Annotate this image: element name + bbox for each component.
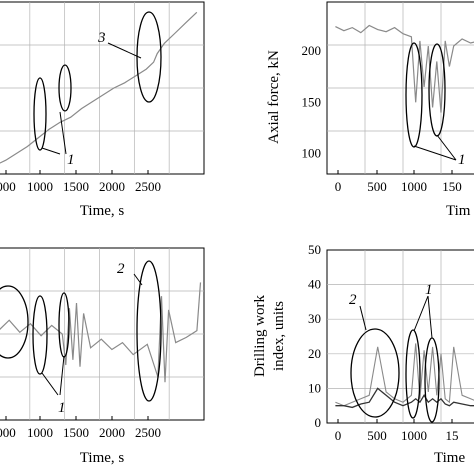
- panel-4-y-axis-label-line-2: index, units: [271, 301, 287, 371]
- x-tick-label: 1000: [27, 179, 53, 194]
- y-tick-label: 200: [302, 43, 322, 58]
- panel-4-series-line-lower: [335, 387, 474, 409]
- panel-1-grid: [0, 2, 204, 174]
- panel-4-ellipse-2: [350, 328, 400, 418]
- panel-3-leader-2: [133, 273, 143, 286]
- panel-3-x-tick-labels: 000 1000 1500 2000 2500: [0, 416, 161, 440]
- panel-3-ellipse-1a: [32, 295, 48, 375]
- panel-3-series-line: [0, 282, 202, 383]
- x-tick-label: 0: [335, 179, 342, 194]
- x-tick-label: 15: [446, 428, 459, 443]
- panel-2-series-line: [335, 24, 474, 113]
- panel-4-leader-2: [359, 305, 367, 331]
- panel-2-annotation-1: 1: [458, 152, 466, 168]
- panel-4-y-tick-labels: 0 10 20 30 40 50: [308, 242, 321, 430]
- panel-1-ellipse-1b: [58, 64, 72, 112]
- panel-4-x-axis-label: Time: [434, 450, 465, 466]
- panel-4-grid: [327, 250, 474, 423]
- panel-3-grid: [0, 248, 204, 420]
- panel-2-leader-1: [413, 134, 457, 161]
- panel-2-x-tick-labels: 0 500 1000 150: [335, 170, 462, 194]
- panel-3-annotation-1: 1: [58, 400, 66, 416]
- y-tick-label: 20: [308, 346, 321, 361]
- panel-4-ellipse-1a: [405, 329, 421, 419]
- panel-3-leader-1: [41, 355, 65, 396]
- x-tick-label: 2000: [99, 179, 125, 194]
- panel-4-frame: [326, 249, 474, 424]
- panel-3-ellipse-left: [0, 285, 29, 359]
- panel-1-annotation-1: 1: [67, 152, 75, 168]
- panel-1-leader-3: [107, 42, 142, 59]
- panel-3-annotation-2: 2: [117, 261, 125, 277]
- panel-3-ellipse-2: [136, 260, 162, 402]
- y-tick-label: 100: [302, 146, 322, 161]
- panel-1-annotation-3: 3: [97, 30, 106, 46]
- x-tick-label: 2500: [135, 425, 161, 440]
- y-tick-label: 50: [308, 242, 321, 257]
- x-tick-label: 500: [367, 179, 387, 194]
- x-tick-label: 2500: [135, 179, 161, 194]
- panel-2-grid: [327, 2, 474, 174]
- panel-4-series-line-upper: [335, 343, 474, 407]
- y-tick-label: 10: [308, 380, 321, 395]
- panel-4-annotation-2: 2: [349, 292, 357, 308]
- panel-1-ellipse-3: [136, 11, 162, 103]
- panel-2-y-tick-labels: 100 150 200: [302, 43, 322, 160]
- x-tick-label: 1500: [63, 425, 89, 440]
- x-tick-label: 1000: [27, 425, 53, 440]
- x-tick-label: 000: [0, 425, 16, 440]
- panel-2-x-axis-label: Tim: [446, 203, 471, 219]
- x-tick-label: 500: [367, 428, 387, 443]
- y-tick-label: 150: [302, 94, 322, 109]
- y-tick-label: 40: [308, 277, 321, 292]
- panel-1-x-axis-label: Time, s: [80, 203, 125, 219]
- panel-2-ellipse-1b: [428, 43, 446, 137]
- x-tick-label: 1000: [401, 428, 427, 443]
- panel-2-ellipse-1a: [405, 42, 423, 148]
- panel-1-ellipse-1a: [33, 77, 47, 151]
- panel-1: 000 1000 1500 2000 2500 Time, s 3 1: [0, 1, 205, 219]
- panel-4-y-axis-label-line-1: Drilling work: [252, 294, 268, 377]
- panel-1-x-tick-labels: 000 1000 1500 2000 2500: [0, 170, 161, 194]
- panel-4-leader-1: [413, 295, 433, 339]
- x-tick-label: 2000: [99, 425, 125, 440]
- x-tick-label: 0: [335, 428, 342, 443]
- panel-1-series-line: [0, 11, 198, 164]
- panel-1-leader-1: [41, 111, 67, 155]
- panel-2-y-axis-label: Axial force, kN: [266, 50, 282, 144]
- y-tick-label: 30: [308, 311, 321, 326]
- x-tick-label: 150: [442, 179, 462, 194]
- panel-2: 100 150 200 0 500 1000 150 Tim Axial force, k…: [266, 1, 474, 219]
- x-tick-label: 000: [0, 179, 16, 194]
- y-tick-label: 0: [315, 415, 322, 430]
- panel-3-x-axis-label: Time, s: [80, 450, 125, 466]
- panel-4-x-tick-labels: 0 500 1000 15: [335, 419, 459, 443]
- x-tick-label: 1000: [401, 179, 427, 194]
- panel-4-annotation-1: 1: [425, 282, 433, 298]
- panel-4: 0 10 20 30 40 50 0 500 1000 15 Time Drilling wor…: [252, 242, 474, 466]
- x-tick-label: 1500: [63, 179, 89, 194]
- panel-3: 000 1000 1500 2000 2500 Time, s 2 1: [0, 247, 205, 466]
